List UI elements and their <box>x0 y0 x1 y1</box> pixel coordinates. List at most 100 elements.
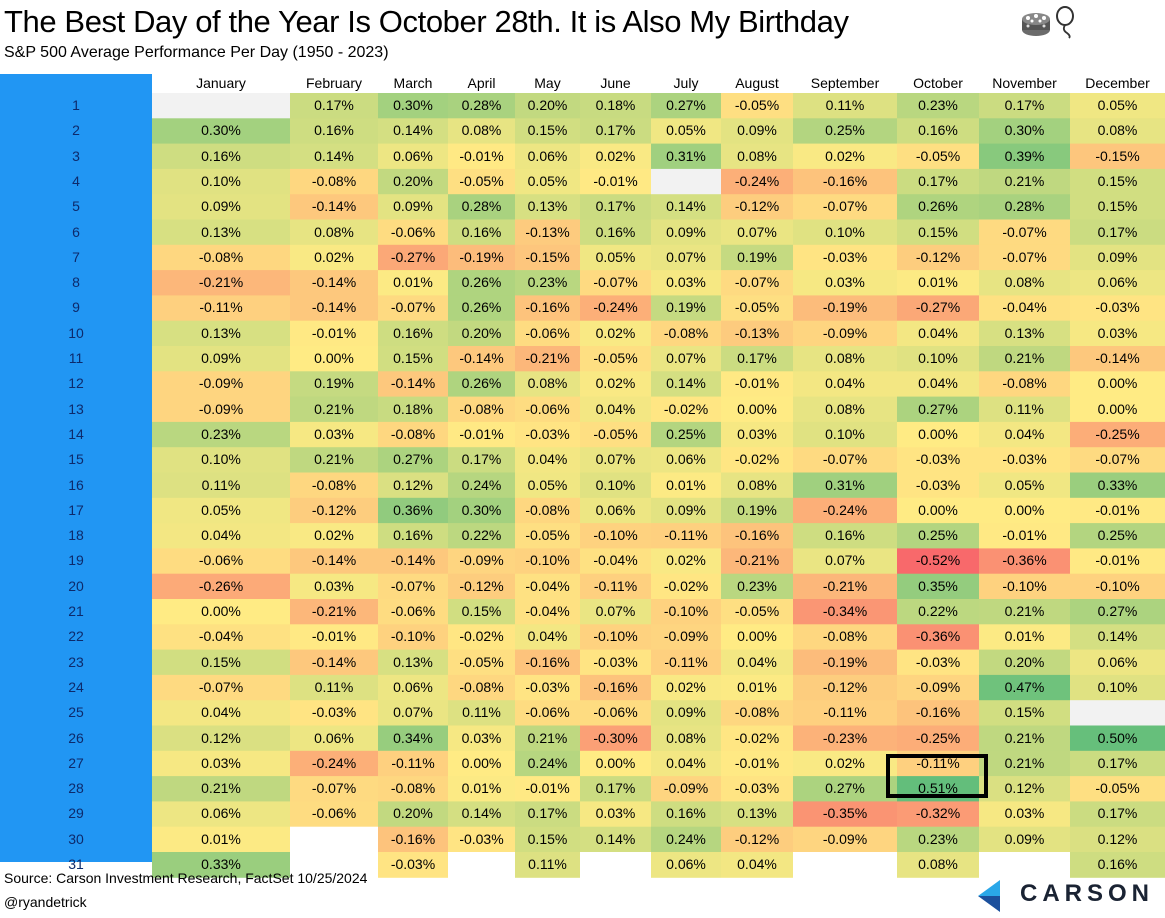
cell-value: 0.03% <box>1004 805 1045 822</box>
heatmap-cell <box>515 371 580 398</box>
heatmap-cell <box>378 573 448 600</box>
cell-value: 0.00% <box>595 754 636 771</box>
cell-value: -0.01% <box>734 375 780 392</box>
heatmap-cell <box>979 548 1070 575</box>
cell-value: 0.20% <box>1004 653 1045 670</box>
cell-value: -0.05% <box>593 425 638 442</box>
cell-value: -0.14% <box>311 274 357 291</box>
cell-value: 0.11% <box>201 476 241 493</box>
heatmap-cell <box>897 674 979 701</box>
cell-value: 0.04% <box>1004 425 1045 442</box>
cell-value: 0.04% <box>918 324 958 341</box>
heatmap-cell <box>152 219 290 246</box>
heatmap-cell <box>1070 93 1165 119</box>
heatmap-cell <box>515 700 580 726</box>
heatmap-cell <box>721 523 793 549</box>
heatmap-cell <box>721 649 793 676</box>
cell-value: 0.05% <box>666 122 706 139</box>
column-header: December <box>1085 75 1150 91</box>
heatmap-cell <box>651 725 721 752</box>
cell-value: 0.08% <box>918 856 958 872</box>
row-label: 29 <box>68 805 84 822</box>
heatmap-cell <box>1070 548 1165 575</box>
heatmap-cell <box>580 396 651 423</box>
cell-value: -0.04% <box>1002 299 1047 316</box>
cell-value: 0.01% <box>201 830 241 847</box>
cell-value: -0.05% <box>734 299 780 316</box>
cell-value: 0.15% <box>1097 198 1138 215</box>
cell-value: 0.17% <box>1097 754 1138 771</box>
heatmap-cell <box>1070 852 1165 878</box>
heatmap-cell <box>897 852 979 878</box>
cell-value: -0.07% <box>1002 248 1047 265</box>
cell-value: -0.03% <box>734 780 780 797</box>
heatmap-cell <box>721 599 793 625</box>
cell-value: 0.02% <box>825 754 865 771</box>
heatmap-cell <box>290 776 378 802</box>
heatmap-cell <box>580 573 651 600</box>
cell-value: 0.07% <box>595 451 636 468</box>
cell-value: 0.09% <box>666 223 706 240</box>
heatmap-cell <box>580 421 651 448</box>
heatmap-cell <box>979 219 1070 246</box>
cell-value: 0.06% <box>393 147 433 164</box>
cell-value: -0.25% <box>915 729 961 746</box>
heatmap-cell <box>651 700 721 726</box>
row-label: 25 <box>68 704 84 721</box>
cell-value: 0.12% <box>1004 780 1045 797</box>
cake-icon <box>1022 13 1050 36</box>
heatmap-cell <box>651 674 721 701</box>
heatmap-cell <box>651 93 721 119</box>
cell-value: -0.04% <box>525 577 570 594</box>
cell-value: 0.06% <box>314 729 354 746</box>
cell-value: -0.09% <box>459 552 504 569</box>
cell-value: 0.04% <box>527 628 568 645</box>
column-header: April <box>467 75 496 91</box>
heatmap-cell <box>290 194 378 220</box>
cell-value: 0.15% <box>201 653 241 670</box>
heatmap-cell <box>721 674 793 701</box>
cell-value: 0.31% <box>825 476 865 493</box>
cell-value: 0.03% <box>737 425 777 442</box>
heatmap-cell <box>448 371 515 398</box>
cell-value: 0.10% <box>595 476 636 493</box>
cell-value: 0.19% <box>314 375 354 392</box>
cell-value: 0.02% <box>666 678 706 695</box>
cell-value: 0.21% <box>1004 603 1045 619</box>
cell-value: 0.14% <box>461 805 502 822</box>
heatmap-cell <box>448 801 515 828</box>
cell-value: 0.07% <box>595 603 636 619</box>
heatmap-cell <box>290 421 378 448</box>
cell-value: -0.25% <box>1095 425 1140 442</box>
cell-value: 0.04% <box>737 856 777 872</box>
heatmap-cell <box>152 776 290 802</box>
cell-value: 0.03% <box>595 805 636 822</box>
heatmap-cell <box>721 497 793 524</box>
cell-value: -0.10% <box>593 628 638 645</box>
cell-value: 0.14% <box>666 198 706 215</box>
cell-value: -0.07% <box>822 198 868 215</box>
cell-value: -0.11% <box>916 754 960 771</box>
heatmap-cell <box>378 396 448 423</box>
cell-value: 0.16% <box>595 223 636 240</box>
cell-value: -0.19% <box>822 653 868 670</box>
cell-value: -0.14% <box>311 552 357 569</box>
cell-value: -0.15% <box>1095 147 1140 164</box>
cell-value: 0.14% <box>314 147 354 164</box>
heatmap-cell <box>580 826 651 853</box>
cell-value: 0.03% <box>201 754 241 771</box>
cell-value: 0.33% <box>201 856 241 872</box>
cell-value: -0.11% <box>664 527 708 544</box>
heatmap-cell <box>721 244 793 271</box>
heatmap-cell <box>580 548 651 575</box>
heatmap-cell <box>897 320 979 347</box>
cell-value: 0.00% <box>918 501 958 518</box>
heatmap-cell <box>897 826 979 853</box>
heatmap-cell <box>290 624 378 651</box>
cell-value: 0.24% <box>461 476 502 493</box>
cell-value: -0.08% <box>525 501 570 518</box>
cell-value: 0.13% <box>201 223 241 240</box>
heatmap-cell <box>152 624 290 651</box>
cell-value: -0.14% <box>311 653 357 670</box>
heatmap-cell <box>580 194 651 220</box>
